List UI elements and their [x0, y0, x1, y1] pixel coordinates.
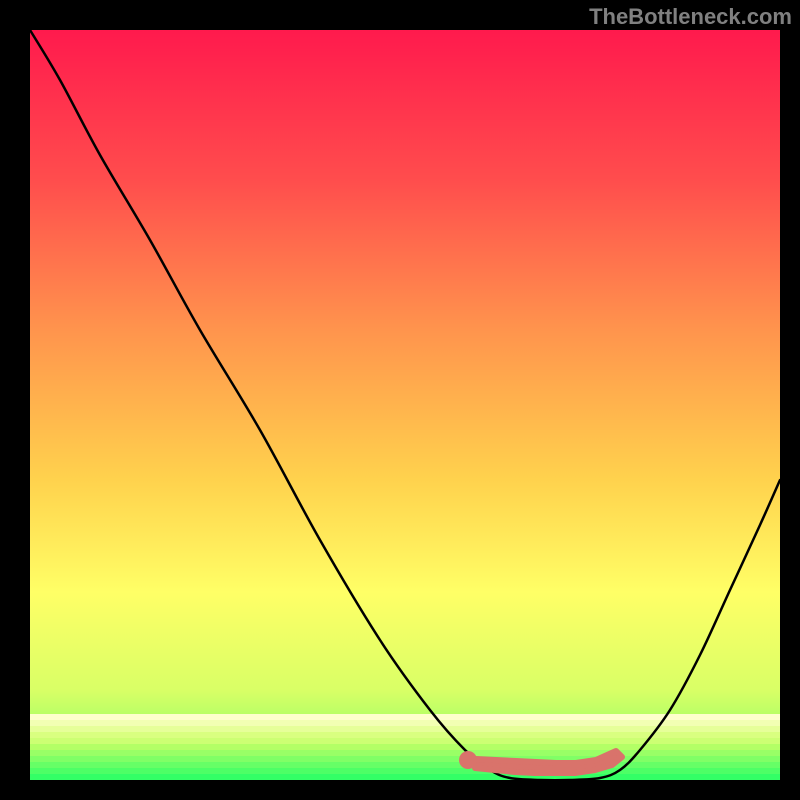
gradient-background [30, 30, 780, 780]
bottom-band [30, 756, 780, 762]
bottleneck-chart: TheBottleneck.com [0, 0, 800, 800]
bottom-band [30, 738, 780, 744]
chart-svg [0, 0, 800, 800]
watermark-text: TheBottleneck.com [589, 4, 792, 30]
bottom-band [30, 762, 780, 768]
bottom-band [30, 732, 780, 738]
bottom-band [30, 720, 780, 726]
bottom-band [30, 744, 780, 750]
bottom-band [30, 750, 780, 756]
bottom-band [30, 768, 780, 774]
valley-marker-dot [459, 751, 477, 769]
bottom-band [30, 726, 780, 732]
bottom-band [30, 774, 780, 780]
